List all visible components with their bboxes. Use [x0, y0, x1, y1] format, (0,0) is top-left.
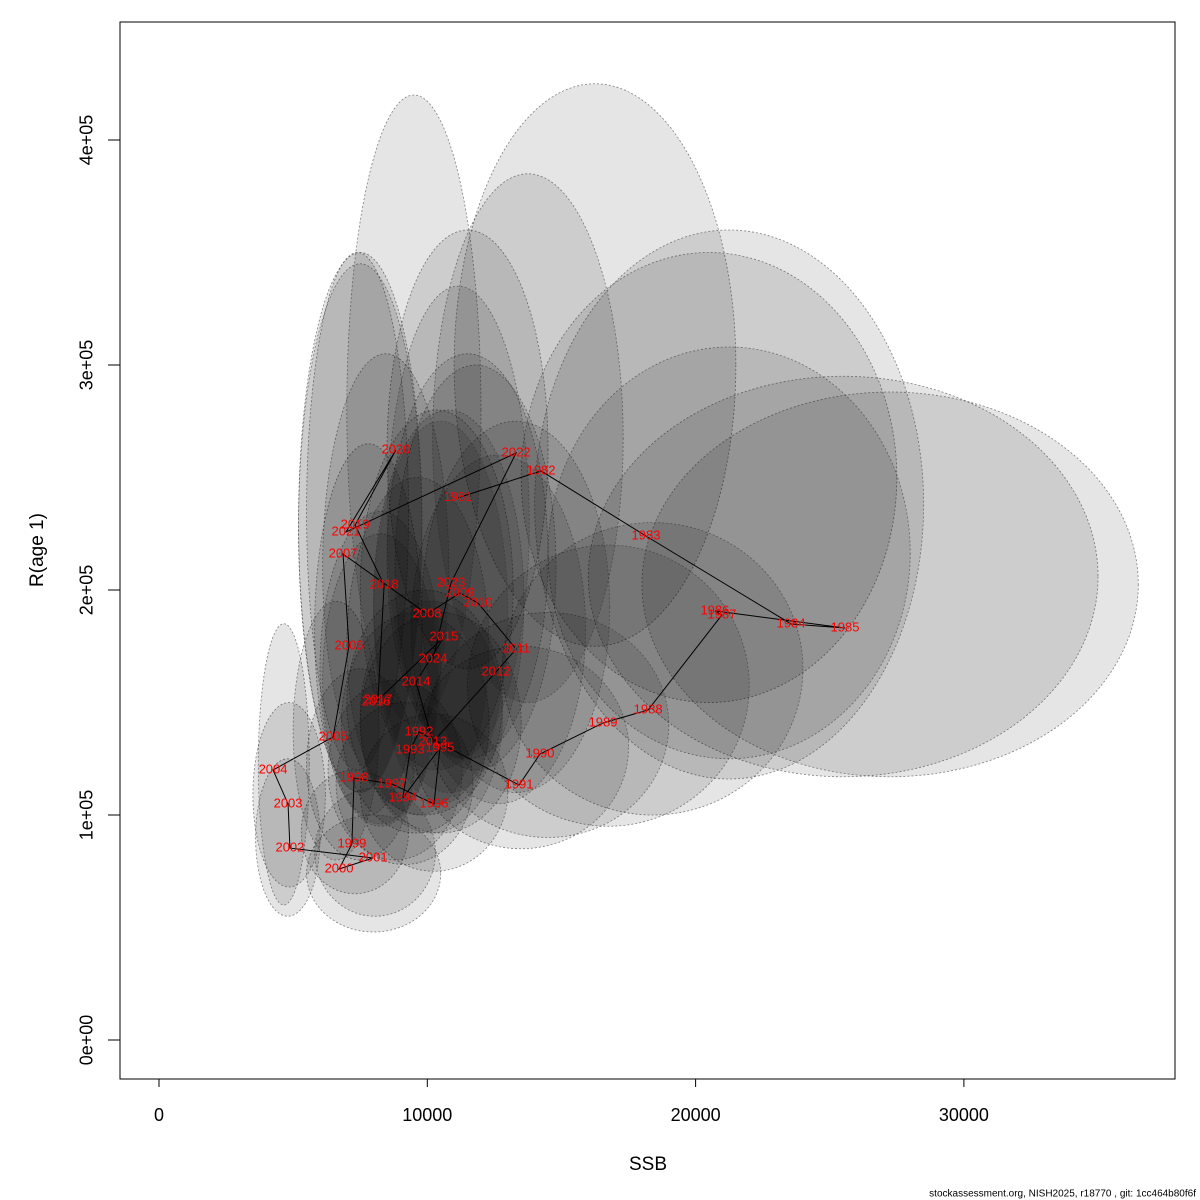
confidence-ellipse: [322, 353, 450, 782]
point-label: 2003: [274, 795, 303, 810]
confidence-ellipse: [432, 173, 624, 703]
point-label: 1990: [526, 745, 555, 760]
y-tick-label: 1e+05: [77, 790, 97, 841]
y-axis-title: R(age 1): [27, 513, 48, 587]
point-label: 2014: [402, 673, 431, 688]
confidence-ellipse: [322, 533, 439, 825]
x-tick-label: 30000: [939, 1105, 989, 1125]
footer: stockassessment.org, NISH2025, r18770 , …: [929, 1189, 1196, 1200]
point-label: 2013: [418, 734, 447, 749]
confidence-ellipse: [314, 443, 423, 816]
confidence-ellipse: [373, 420, 509, 805]
confidence-ellipse: [306, 252, 409, 771]
point-label: 2022: [502, 444, 531, 459]
point-label: 1984: [777, 615, 806, 630]
confidence-ellipse: [292, 600, 380, 861]
point-label: 1985: [831, 619, 860, 634]
point-label: 1991: [505, 777, 534, 792]
point-label: 1995: [425, 739, 454, 754]
confidence-ellipse: [534, 229, 925, 780]
point-label: 2016: [362, 693, 391, 708]
confidence-ellipse: [359, 600, 503, 834]
point-label: 1998: [340, 770, 369, 785]
point-label: 1987: [707, 606, 736, 621]
point-label: 2019: [341, 516, 370, 531]
confidence-ellipse: [306, 814, 442, 933]
point-label: 1994: [388, 789, 417, 804]
confidence-ellipse: [373, 409, 525, 793]
confidence-ellipse: [346, 477, 490, 816]
point-label: 2009: [446, 584, 475, 599]
y-tick-label: 2e+05: [77, 565, 97, 616]
confidence-ellipse: [359, 713, 509, 872]
point-label: 2001: [359, 849, 388, 864]
confidence-ellipse: [386, 229, 549, 670]
point-label: 2021: [332, 523, 361, 538]
point-label: 1997: [377, 775, 406, 790]
point-label: 1986: [700, 602, 729, 617]
point-label: 2005: [319, 728, 348, 743]
point-label: 1981: [444, 489, 473, 504]
point-label: 2007: [329, 545, 358, 560]
trajectory-line: [272, 449, 846, 870]
y-tick-label: 4e+05: [77, 115, 97, 166]
point-label: 2015: [429, 628, 458, 643]
confidence-ellipse: [410, 454, 587, 805]
x-axis-title: SSB: [629, 1154, 667, 1175]
point-label: 2002: [275, 840, 304, 855]
confidence-ellipse: [298, 263, 423, 793]
confidence-ellipse: [453, 83, 737, 647]
x-tick-label: 0: [154, 1105, 164, 1125]
confidence-ellipse: [426, 612, 670, 838]
confidence-ellipse: [413, 645, 629, 850]
point-label: 1988: [634, 701, 663, 716]
point-label: 2000: [325, 860, 354, 875]
confidence-ellipse: [341, 612, 490, 834]
confidence-ellipse: [306, 668, 415, 861]
point-label: 2018: [370, 576, 399, 591]
confidence-ellipse: [255, 758, 321, 917]
point-label: 2012: [482, 663, 511, 678]
point-label: 2011: [502, 640, 530, 655]
point-label: 1989: [589, 714, 618, 729]
confidence-ellipse: [467, 544, 750, 827]
point-label: 2008: [413, 606, 442, 621]
confidence-ellipse: [386, 353, 549, 760]
point-label: 2017: [363, 691, 392, 706]
point-label: 1996: [420, 795, 449, 810]
x-tick-label: 10000: [402, 1105, 452, 1125]
confidence-ellipse: [641, 391, 1139, 778]
point-label: 1983: [632, 527, 661, 542]
point-label: 1992: [405, 723, 434, 738]
point-label: 2024: [418, 651, 447, 666]
confidence-ellipse: [346, 94, 482, 726]
confidence-ellipse: [252, 702, 326, 888]
confidence-ellipse: [300, 769, 409, 895]
y-tick-label: 3e+05: [77, 340, 97, 391]
point-label: 2010: [464, 594, 493, 609]
confidence-ellipse: [587, 375, 1099, 778]
confidence-ellipse: [421, 420, 611, 793]
point-label: 2006: [335, 637, 364, 652]
point-label: 1993: [396, 741, 425, 756]
point-label: 1999: [337, 835, 366, 850]
confidence-ellipse: [386, 285, 530, 760]
point-label: 1982: [527, 462, 556, 477]
y-tick-label: 0e+00: [77, 1015, 97, 1066]
point-label: 2004: [259, 761, 288, 776]
confidence-ellipse: [394, 364, 557, 771]
confidence-ellipse: [319, 510, 442, 827]
x-tick-label: 20000: [671, 1105, 721, 1125]
point-label: 2023: [436, 574, 465, 589]
point-label: 2020: [381, 441, 410, 456]
